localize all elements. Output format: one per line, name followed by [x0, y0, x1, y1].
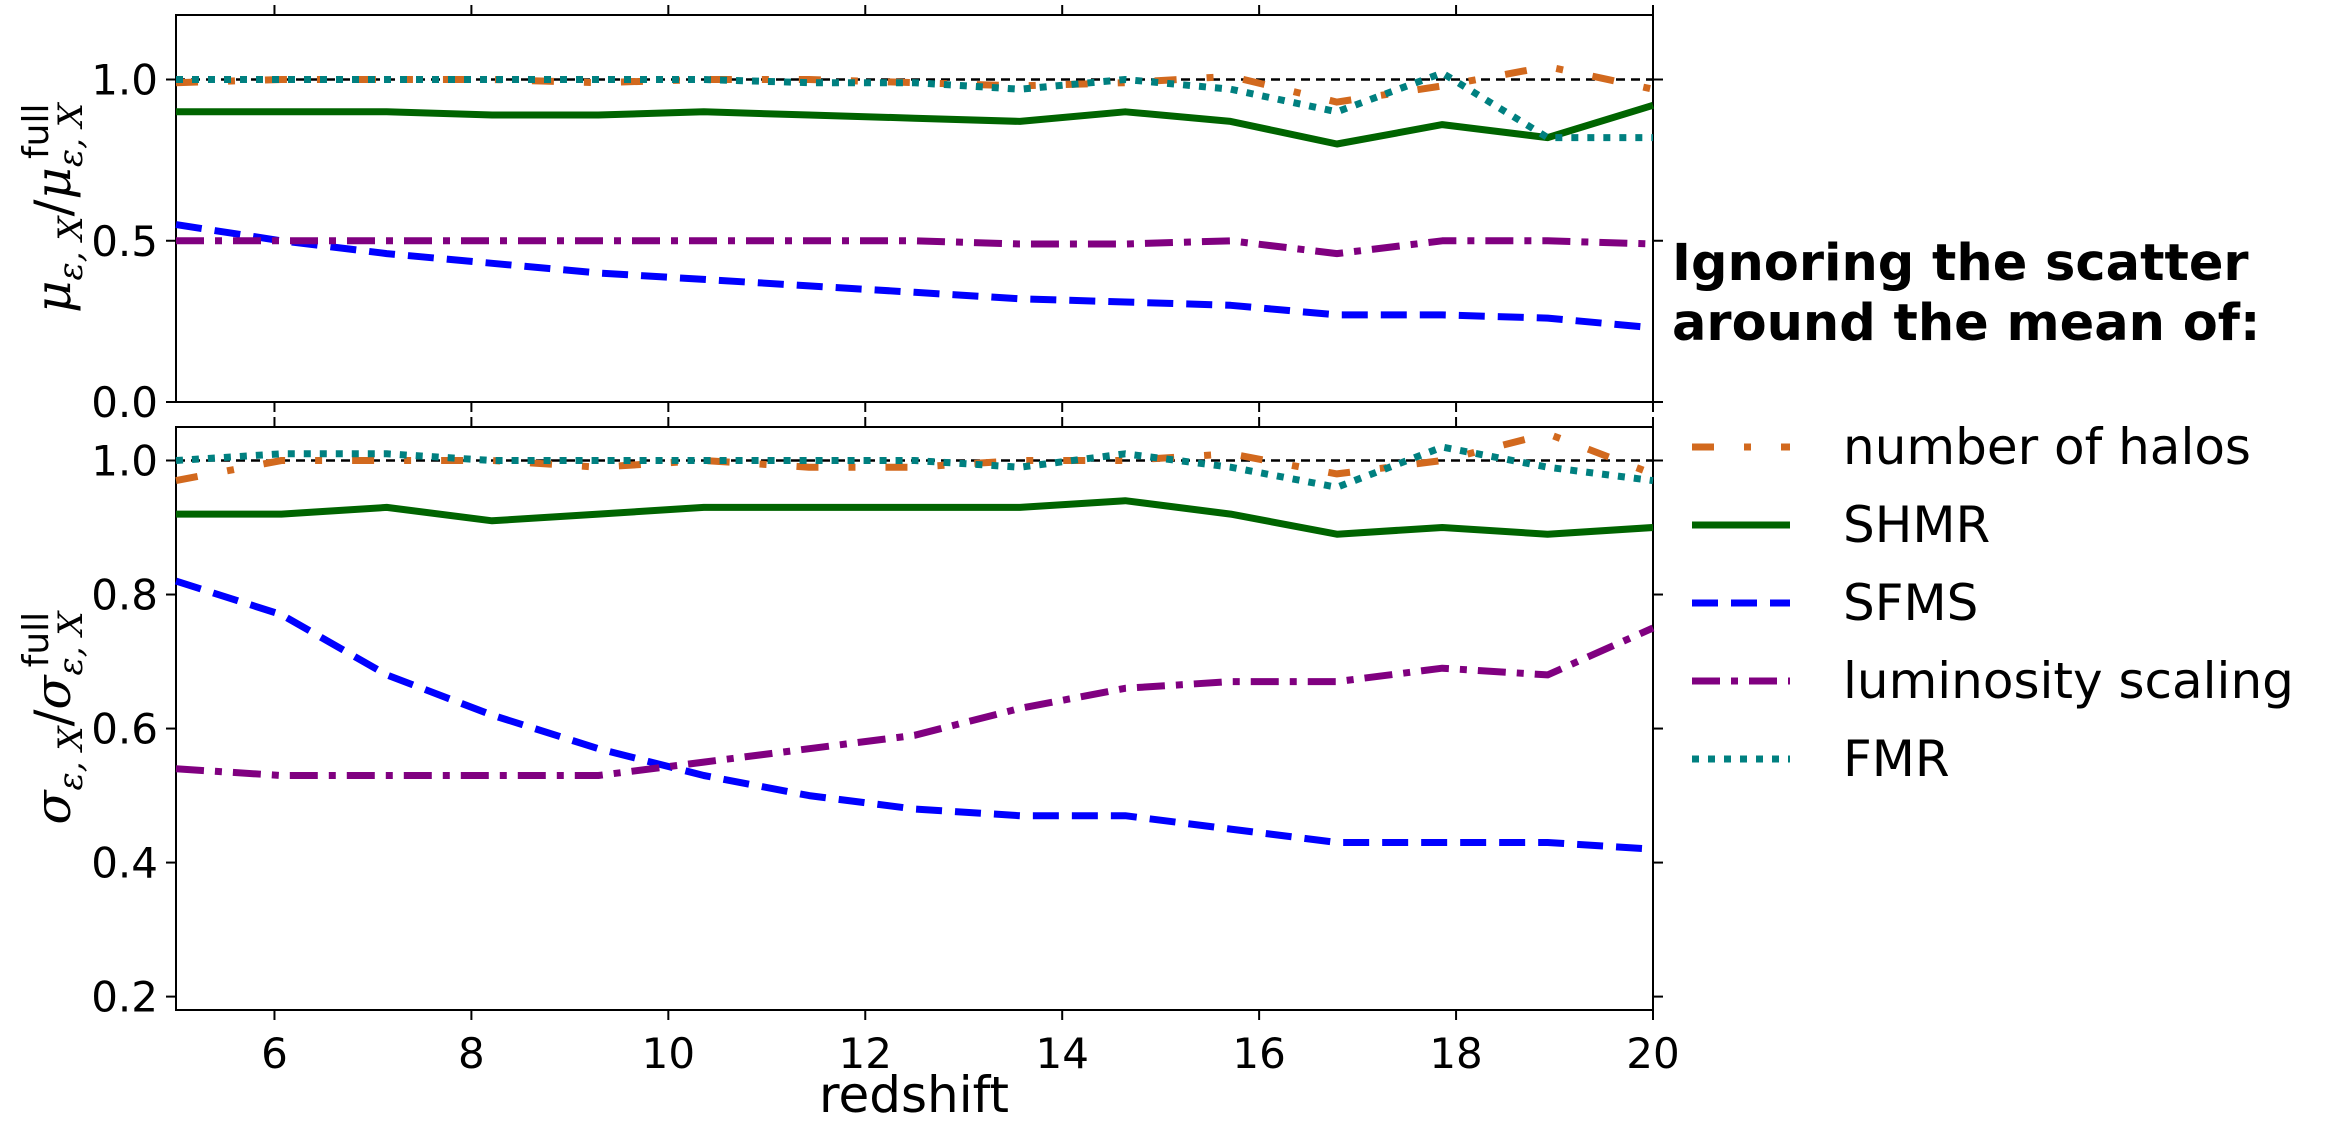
bot-ytick-label: 0.2 — [91, 973, 158, 1022]
xtick-label: 16 — [1232, 1029, 1285, 1078]
top-ytick-label: 1.0 — [91, 56, 158, 105]
bot-series-luminosity-scaling — [175, 624, 1655, 779]
top-series-shmr — [176, 101, 1655, 148]
top-series-sfms — [175, 221, 1654, 332]
legend-label-shmr: SHMR — [1843, 496, 1990, 554]
top-series-luminosity-scaling — [176, 237, 1654, 258]
bot-series-shmr — [176, 497, 1654, 538]
bottom-plot-frame — [175, 426, 1654, 1011]
xtick-label: 8 — [458, 1029, 485, 1078]
xtick-label: 20 — [1626, 1029, 1679, 1078]
bot-ytick-label: 1.0 — [91, 437, 158, 486]
x-axis-label: redshift — [819, 1066, 1009, 1124]
legend-title-line-2: around the mean of: — [1672, 294, 2260, 353]
xtick-label: 18 — [1429, 1029, 1482, 1078]
top-ytick-label: 0.0 — [91, 378, 158, 427]
legend: Ignoring the scatter around the mean of:… — [1672, 234, 2294, 788]
top-ytick-label: 0.5 — [91, 217, 158, 266]
xtick-label: 14 — [1035, 1029, 1088, 1078]
top-y-axis-label: με, X/με, Xfull — [16, 101, 91, 313]
bot-series-fmr — [175, 443, 1654, 491]
bottom-y-axis-label: σε, X/σε, Xfull — [16, 610, 91, 825]
bottom-panel: 0.20.40.60.81.0 6 8 10 12 14 16 18 20 redshift … — [16, 417, 1680, 1124]
legend-title-line-1: Ignoring the scatter — [1672, 234, 2249, 293]
top-panel: 0.0 0.5 1.0 με, X/με, Xfull — [16, 5, 1663, 427]
bot-ytick-label: 0.8 — [91, 571, 158, 620]
xtick-label: 6 — [261, 1029, 288, 1078]
bot-ytick-label: 0.6 — [91, 705, 158, 754]
xtick-label: 10 — [642, 1029, 695, 1078]
bot-series-sfms — [174, 577, 1654, 853]
legend-label-fmr: FMR — [1843, 730, 1950, 788]
legend-label-luminosity-scaling: luminosity scaling — [1843, 652, 2294, 710]
xtick-label: 12 — [839, 1029, 892, 1078]
legend-label-sfms: SFMS — [1843, 574, 1978, 632]
bot-ytick-label: 0.4 — [91, 839, 158, 888]
legend-label-number-of-halos: number of halos — [1843, 418, 2251, 476]
top-plot-frame — [175, 14, 1654, 403]
top-series-fmr — [176, 69, 1653, 142]
